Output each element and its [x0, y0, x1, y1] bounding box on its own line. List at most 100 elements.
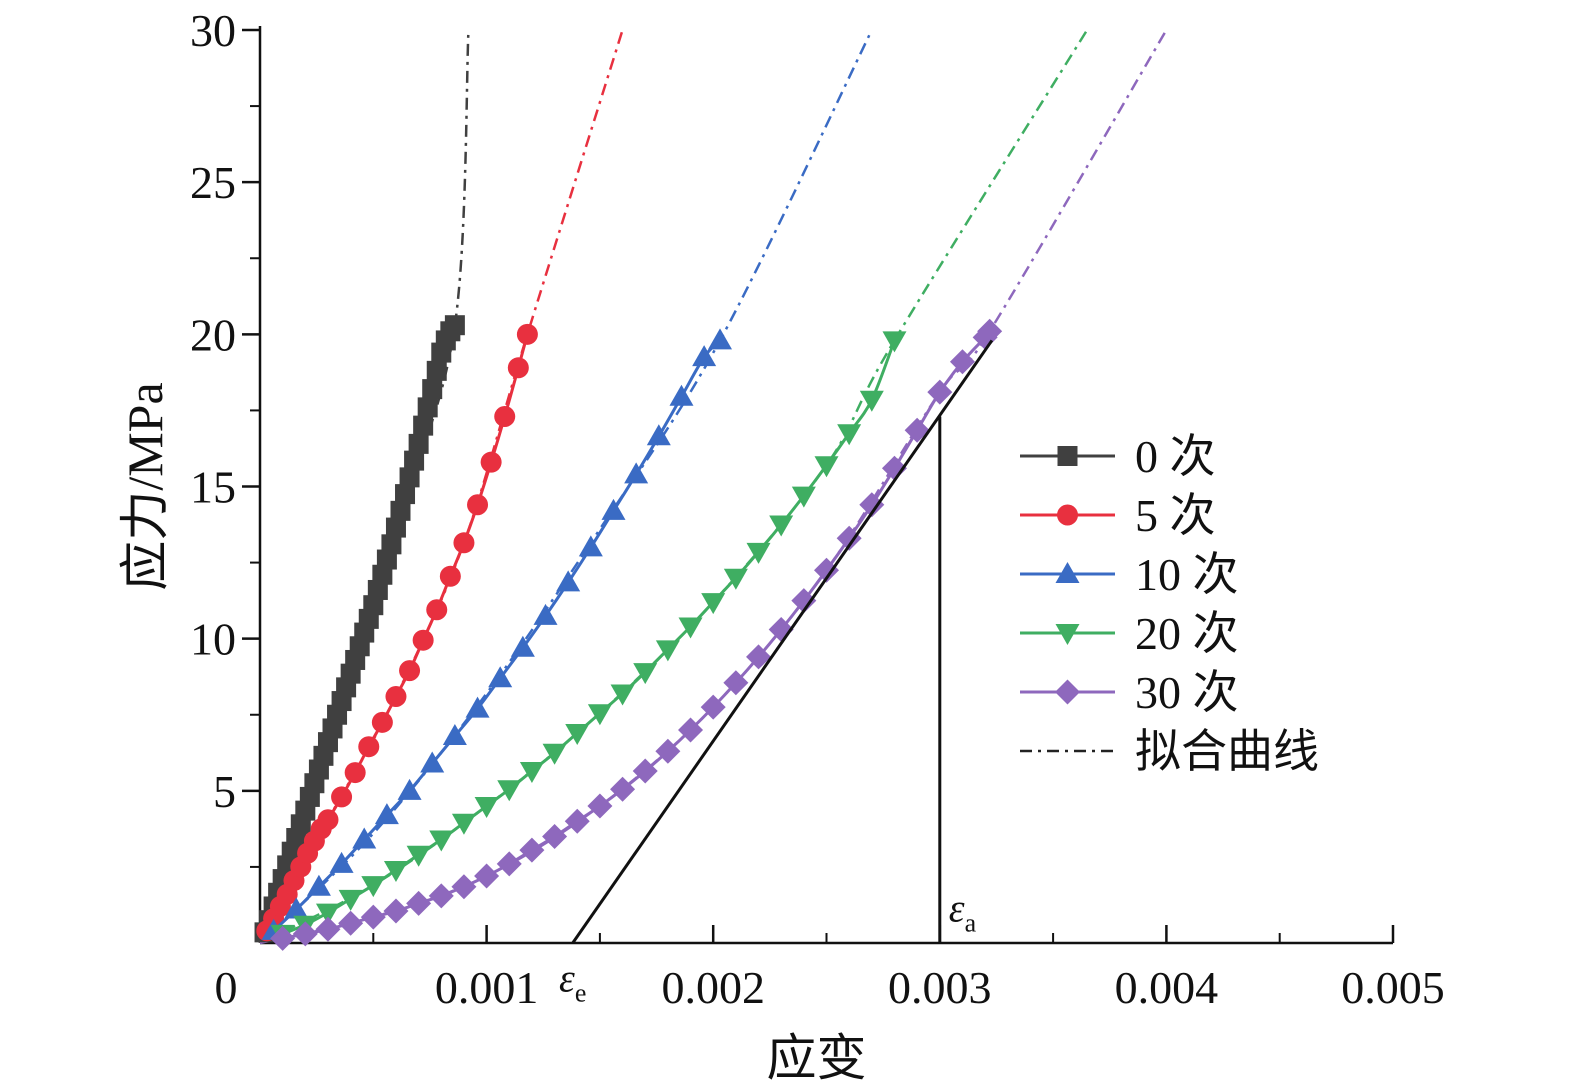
data-point — [701, 593, 726, 615]
data-point — [404, 450, 425, 471]
data-point — [426, 599, 448, 621]
data-point — [383, 898, 409, 924]
data-point — [746, 542, 771, 564]
data-point — [542, 743, 567, 765]
data-point — [429, 830, 454, 852]
data-point — [746, 644, 772, 670]
legend-label: 20 次 — [1135, 608, 1239, 659]
data-point — [507, 357, 529, 379]
y-tick-label: 20 — [190, 309, 236, 360]
data-point — [904, 417, 930, 443]
data-point — [451, 874, 477, 900]
x-tick-label: 0.002 — [661, 962, 765, 1013]
data-point — [406, 845, 431, 867]
data-point — [417, 397, 438, 418]
data-point — [494, 406, 516, 428]
data-series — [254, 315, 1003, 951]
series-line — [282, 330, 991, 940]
x-tick-label: 0.001 — [435, 962, 539, 1013]
data-point — [474, 863, 500, 889]
data-point — [837, 424, 862, 446]
data-point — [270, 925, 296, 951]
data-point — [587, 704, 612, 726]
data-point — [451, 813, 476, 835]
data-point — [358, 736, 380, 758]
legend-item-4: 30 次 — [1020, 667, 1239, 718]
data-point — [442, 724, 467, 746]
data-point — [678, 617, 703, 639]
data-point — [317, 809, 339, 831]
legend-label: 30 次 — [1135, 667, 1239, 718]
data-point — [474, 797, 499, 819]
legend-item-5: 拟合曲线 — [1020, 726, 1319, 777]
data-point — [610, 684, 635, 706]
data-point — [315, 916, 341, 942]
data-point — [646, 424, 671, 446]
data-point — [363, 595, 384, 616]
data-point — [408, 433, 429, 454]
data-point — [927, 379, 953, 405]
data-point — [292, 921, 318, 947]
data-point — [632, 758, 658, 784]
data-point — [315, 903, 340, 925]
legend-label: 0 次 — [1135, 431, 1216, 482]
data-point — [578, 535, 603, 557]
epsilon-symbol: ε — [949, 886, 965, 931]
data-point — [723, 568, 748, 590]
y-tick-label: 15 — [190, 462, 236, 513]
series-1 — [256, 323, 538, 942]
data-point — [344, 762, 366, 784]
legend-label: 拟合曲线 — [1135, 726, 1319, 777]
data-point — [397, 778, 422, 800]
legend-label: 5 次 — [1135, 490, 1216, 541]
data-point — [814, 456, 839, 478]
x-tick-label: 0.004 — [1115, 962, 1219, 1013]
data-point — [381, 534, 402, 555]
epsilon-a-label: εa — [949, 886, 977, 938]
data-point — [412, 629, 434, 651]
y-axis-title: 应力/MPa — [117, 382, 173, 590]
legend-marker — [1057, 446, 1078, 466]
legend-marker — [1055, 562, 1080, 583]
epsilon-symbol: ε — [559, 956, 575, 1001]
data-point — [399, 467, 420, 488]
legend-marker — [1055, 679, 1080, 705]
data-point — [480, 451, 502, 473]
data-point — [723, 670, 749, 696]
fit-curve-0 — [258, 29, 470, 944]
data-point — [692, 345, 717, 367]
data-point — [329, 851, 354, 873]
data-point — [352, 827, 377, 849]
data-point — [859, 492, 885, 518]
series-4 — [270, 318, 1003, 951]
data-point — [881, 455, 907, 481]
data-point — [413, 415, 434, 436]
data-point — [331, 786, 353, 808]
data-point — [385, 517, 406, 538]
data-point — [383, 860, 408, 882]
epsilon-subscript: a — [965, 909, 977, 938]
data-point — [707, 328, 732, 350]
origin-label: 0 — [215, 962, 238, 1013]
data-point — [791, 486, 816, 508]
data-point — [533, 603, 558, 625]
data-point — [439, 565, 461, 587]
y-tick-label: 30 — [190, 5, 236, 56]
data-point — [977, 318, 1003, 344]
data-point — [519, 837, 545, 863]
data-point — [510, 635, 535, 657]
data-point — [422, 379, 443, 400]
data-point — [700, 694, 726, 720]
data-point — [678, 717, 704, 743]
data-point — [374, 803, 399, 825]
data-point — [769, 515, 794, 537]
data-point — [284, 897, 309, 919]
x-axis-title: 应变 — [767, 1030, 867, 1086]
fit-curve-3 — [259, 29, 1089, 945]
legend-item-1: 5 次 — [1020, 490, 1216, 541]
axes: 5 10 15 20 25 30 0.001 0.002 0.003 0.004 0.005 0 应变 应… — [117, 5, 1445, 1086]
legend-marker — [1055, 624, 1080, 645]
data-point — [669, 384, 694, 406]
data-point — [516, 323, 538, 345]
